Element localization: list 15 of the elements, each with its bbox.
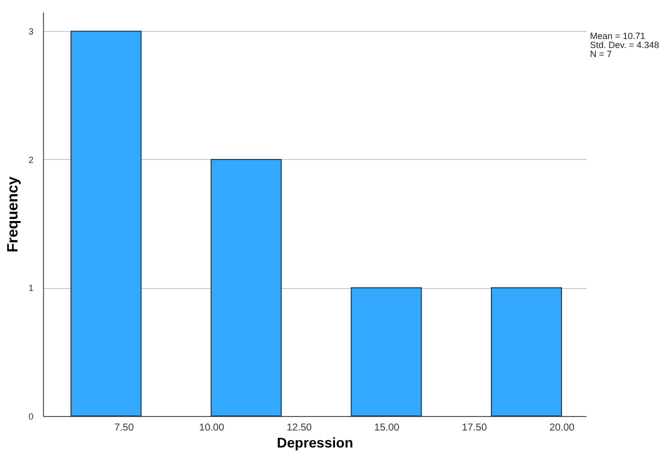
x-tick-label: 15.00 bbox=[374, 422, 400, 434]
x-tick-label: 10.00 bbox=[199, 422, 225, 434]
x-tick-label: 7.50 bbox=[114, 422, 134, 434]
y-tick-label: 2 bbox=[28, 154, 34, 165]
y-tick-label: 1 bbox=[28, 283, 34, 294]
x-tick-label: 12.50 bbox=[286, 422, 312, 434]
y-tick-label: 0 bbox=[28, 412, 34, 422]
x-tick-label: 17.50 bbox=[462, 422, 488, 434]
y-tick-label: 3 bbox=[28, 26, 34, 37]
x-axis-title: Depression bbox=[276, 434, 354, 450]
text: Std. Dev. = 4.348 bbox=[590, 40, 660, 50]
text: Mean = 10.71 bbox=[590, 31, 646, 41]
y-axis-title: Frequency bbox=[4, 176, 22, 252]
text: N = 7 bbox=[590, 49, 613, 59]
x-tick-label: 20.00 bbox=[549, 422, 575, 434]
